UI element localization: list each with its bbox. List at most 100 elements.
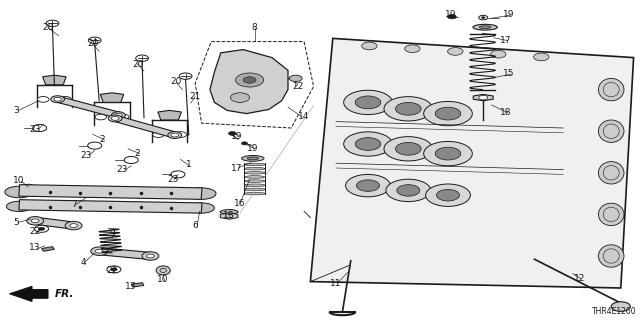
Circle shape: [111, 112, 125, 119]
Circle shape: [435, 107, 461, 120]
Polygon shape: [100, 93, 124, 102]
Circle shape: [54, 97, 61, 101]
Circle shape: [436, 189, 460, 201]
Text: 19: 19: [503, 10, 515, 19]
Ellipse shape: [598, 203, 624, 226]
Circle shape: [153, 132, 164, 138]
Ellipse shape: [22, 184, 36, 193]
Polygon shape: [55, 97, 121, 118]
Polygon shape: [43, 75, 66, 85]
Circle shape: [386, 179, 431, 202]
Text: 23: 23: [29, 125, 41, 134]
Circle shape: [225, 214, 233, 218]
Text: FR.: FR.: [54, 289, 74, 299]
Circle shape: [230, 93, 250, 102]
Text: 22: 22: [292, 82, 303, 91]
Ellipse shape: [220, 210, 238, 214]
Ellipse shape: [187, 188, 216, 199]
Circle shape: [479, 95, 488, 100]
Circle shape: [481, 17, 485, 19]
Ellipse shape: [598, 120, 624, 142]
Circle shape: [346, 174, 390, 197]
Ellipse shape: [244, 188, 265, 191]
Text: 20: 20: [42, 23, 54, 32]
Polygon shape: [19, 200, 202, 213]
Polygon shape: [158, 110, 181, 120]
Circle shape: [404, 45, 420, 52]
Circle shape: [424, 141, 472, 166]
Circle shape: [447, 48, 463, 55]
Circle shape: [241, 142, 248, 145]
Text: 13: 13: [125, 282, 137, 291]
Circle shape: [344, 132, 392, 156]
Polygon shape: [220, 213, 238, 219]
Ellipse shape: [244, 192, 265, 195]
Circle shape: [111, 116, 119, 120]
Text: 7: 7: [71, 200, 76, 209]
Text: 5: 5: [13, 218, 19, 227]
Ellipse shape: [244, 163, 265, 166]
Circle shape: [424, 101, 472, 126]
Text: 21: 21: [189, 92, 201, 100]
Ellipse shape: [6, 201, 32, 212]
Circle shape: [168, 132, 182, 139]
Text: 2: 2: [100, 135, 105, 144]
Ellipse shape: [244, 167, 265, 170]
Circle shape: [171, 171, 185, 178]
Circle shape: [355, 96, 381, 109]
Text: 16: 16: [234, 199, 246, 208]
Polygon shape: [10, 286, 48, 301]
Text: 20: 20: [87, 39, 99, 48]
Text: 15: 15: [503, 69, 515, 78]
Text: 10: 10: [13, 176, 25, 185]
Ellipse shape: [189, 203, 214, 213]
Circle shape: [111, 268, 117, 271]
Circle shape: [38, 227, 45, 230]
Circle shape: [426, 184, 470, 206]
Text: 17: 17: [231, 164, 243, 172]
Ellipse shape: [598, 245, 624, 267]
Text: 19: 19: [247, 144, 259, 153]
Circle shape: [107, 266, 121, 273]
Circle shape: [27, 217, 44, 225]
Circle shape: [435, 147, 461, 160]
Circle shape: [147, 254, 154, 258]
Polygon shape: [42, 247, 54, 251]
Ellipse shape: [244, 176, 265, 178]
Text: 4: 4: [81, 258, 86, 267]
Circle shape: [447, 14, 456, 19]
Circle shape: [35, 225, 49, 232]
Circle shape: [344, 90, 392, 115]
Ellipse shape: [479, 26, 491, 29]
Circle shape: [611, 302, 630, 311]
Polygon shape: [210, 50, 288, 114]
Text: 6: 6: [193, 221, 198, 230]
Circle shape: [236, 73, 264, 87]
Circle shape: [396, 142, 421, 155]
Text: 22: 22: [106, 266, 118, 275]
Ellipse shape: [5, 186, 33, 198]
Polygon shape: [473, 94, 493, 101]
Circle shape: [175, 132, 187, 138]
Circle shape: [95, 249, 103, 253]
Circle shape: [60, 97, 72, 102]
Text: 23: 23: [81, 151, 92, 160]
Polygon shape: [19, 185, 202, 199]
Circle shape: [31, 219, 39, 223]
Circle shape: [384, 137, 433, 161]
Circle shape: [228, 132, 236, 135]
Text: 22: 22: [29, 228, 41, 236]
Polygon shape: [310, 38, 634, 288]
Circle shape: [355, 138, 381, 150]
Text: 18: 18: [500, 108, 511, 116]
Polygon shape: [98, 248, 152, 260]
Text: 3: 3: [13, 106, 19, 115]
Circle shape: [95, 114, 106, 120]
Circle shape: [91, 247, 108, 255]
Text: 9: 9: [109, 229, 115, 238]
Circle shape: [397, 185, 420, 196]
Circle shape: [118, 114, 129, 120]
Circle shape: [491, 50, 506, 58]
Polygon shape: [131, 283, 144, 287]
Ellipse shape: [247, 157, 259, 160]
